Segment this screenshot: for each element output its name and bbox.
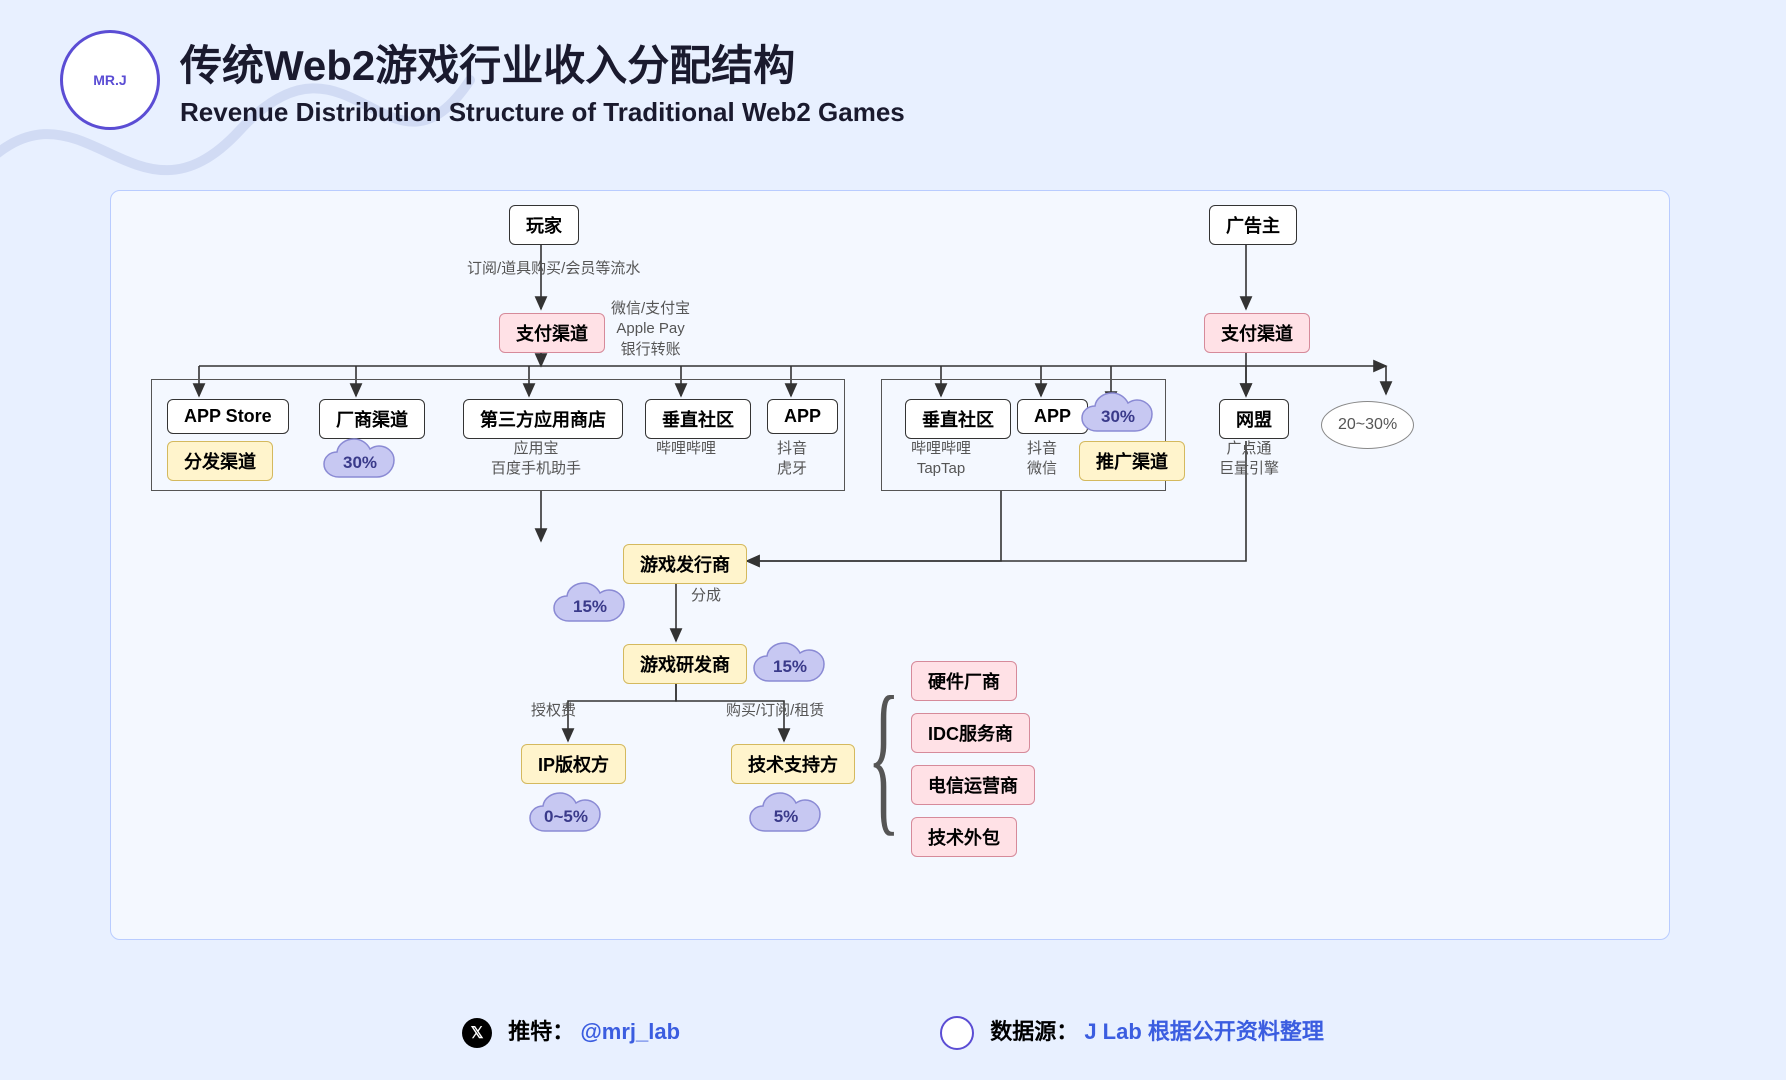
node-app-left: APP xyxy=(767,399,838,434)
footer-twitter-label: 推特： xyxy=(508,1019,574,1044)
node-vertical-left: 垂直社区 xyxy=(645,399,751,439)
node-developer: 游戏研发商 xyxy=(623,644,747,684)
label-player-flow: 订阅/道具购买/会员等流水 xyxy=(467,259,640,279)
footer-source-link[interactable]: J Lab 根据公开资料整理 xyxy=(1084,1019,1324,1044)
label-vcomm-l-sub: 哔哩哔哩 xyxy=(656,439,716,459)
x-icon: 𝕏 xyxy=(462,1018,492,1048)
label-net-sub: 广点通 巨量引擎 xyxy=(1219,439,1279,480)
cloud-tech-5: 5% xyxy=(747,791,825,841)
cloud-dev-15: 15% xyxy=(751,641,829,691)
label-third-sub: 应用宝 百度手机助手 xyxy=(491,439,581,480)
node-hardware: 硬件厂商 xyxy=(911,661,1017,701)
node-ip: IP版权方 xyxy=(521,744,626,784)
node-pay-right: 支付渠道 xyxy=(1204,313,1310,353)
title-zh: 传统Web2游戏行业收入分配结构 xyxy=(180,32,905,93)
node-distribution-channel: 分发渠道 xyxy=(167,441,273,481)
label-app-r-sub: 抖音 微信 xyxy=(1027,439,1057,480)
node-appstore: APP Store xyxy=(167,399,289,434)
cloud-ip-05: 0~5% xyxy=(527,791,605,841)
title-en: Revenue Distribution Structure of Tradit… xyxy=(180,97,905,128)
cloud-promo-30: 30% xyxy=(1079,391,1157,441)
footer-twitter-link[interactable]: @mrj_lab xyxy=(580,1019,680,1044)
label-license: 授权费 xyxy=(531,701,576,721)
cloud-pub-15: 15% xyxy=(551,581,629,631)
footer-source-label: 数据源： xyxy=(990,1019,1078,1044)
label-buy: 购买/订阅/租赁 xyxy=(726,701,824,721)
footer-source: 数据源： J Lab 根据公开资料整理 xyxy=(940,1014,1324,1050)
logo-icon: MR.J xyxy=(60,30,160,130)
label-app-l-sub: 抖音 虎牙 xyxy=(777,439,807,480)
cloud-vendor-30: 30% xyxy=(321,437,399,487)
header: MR.J 传统Web2游戏行业收入分配结构 Revenue Distributi… xyxy=(60,30,905,130)
label-split: 分成 xyxy=(691,586,721,606)
node-idc: IDC服务商 xyxy=(911,713,1030,753)
node-third-party-store: 第三方应用商店 xyxy=(463,399,623,439)
node-player: 玩家 xyxy=(509,205,579,245)
footer: 𝕏 推特： @mrj_lab 数据源： J Lab 根据公开资料整理 xyxy=(0,1014,1786,1050)
node-advertiser: 广告主 xyxy=(1209,205,1297,245)
label-pay-methods: 微信/支付宝 Apple Pay 银行转账 xyxy=(611,299,690,360)
node-net-alliance: 网盟 xyxy=(1219,399,1289,439)
node-publisher: 游戏发行商 xyxy=(623,544,747,584)
node-app-right: APP xyxy=(1017,399,1088,434)
bubble-net-20-30: 20~30% xyxy=(1321,401,1414,449)
node-promo-channel: 推广渠道 xyxy=(1079,441,1185,481)
diagram-canvas: 玩家 广告主 订阅/道具购买/会员等流水 支付渠道 微信/支付宝 Apple P… xyxy=(110,190,1670,940)
node-pay-left: 支付渠道 xyxy=(499,313,605,353)
label-vcomm-r-sub: 哔哩哔哩 TapTap xyxy=(911,439,971,480)
node-tech: 技术支持方 xyxy=(731,744,855,784)
node-vertical-right: 垂直社区 xyxy=(905,399,1011,439)
footer-twitter: 𝕏 推特： @mrj_lab xyxy=(462,1014,680,1050)
node-vendor: 厂商渠道 xyxy=(319,399,425,439)
mini-logo-icon xyxy=(940,1016,974,1050)
node-outsource: 技术外包 xyxy=(911,817,1017,857)
brace-icon: { xyxy=(867,671,900,841)
node-telco: 电信运营商 xyxy=(911,765,1035,805)
